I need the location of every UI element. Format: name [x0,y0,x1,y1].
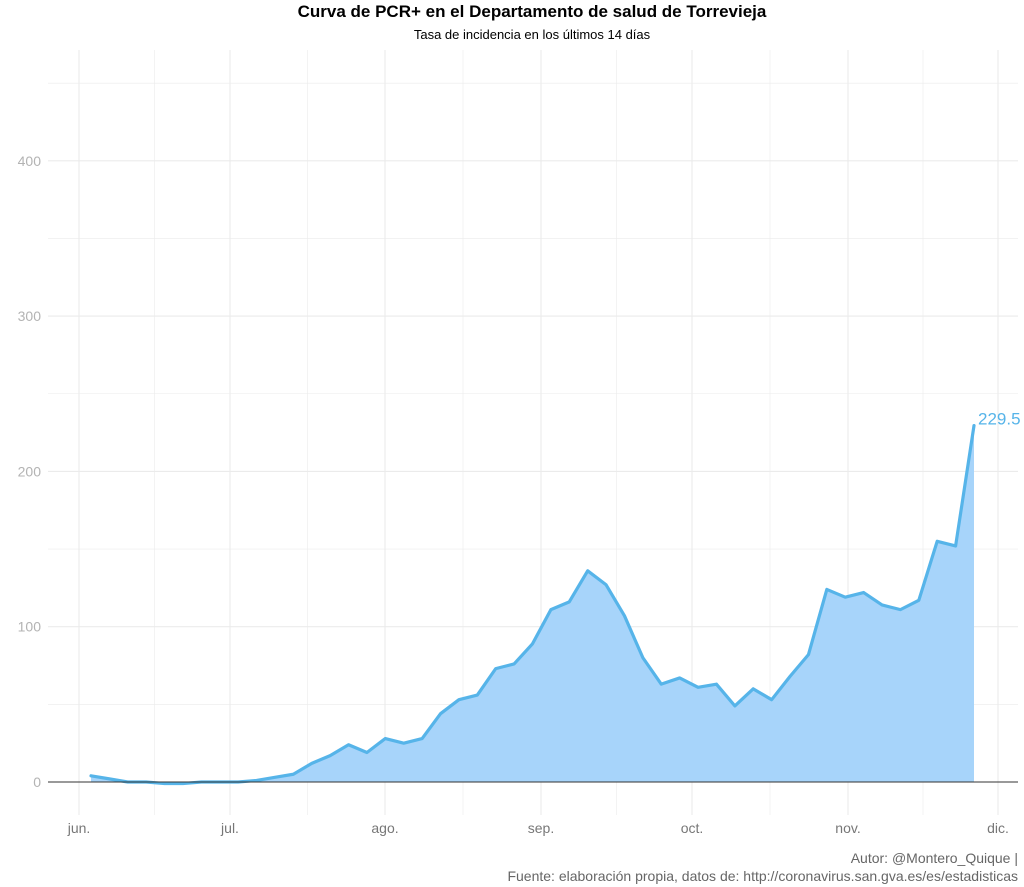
data-point [384,737,387,740]
data-point [347,743,350,746]
data-point [862,591,865,594]
labels: 0 100 200 300 400 jun. jul. ago. sep. oct. nov. dic… [18,153,1021,836]
data-point [402,742,405,745]
y-tick-label: 0 [33,774,41,790]
data-point [586,569,589,572]
chart-subtitle: Tasa de incidencia en los últimos 14 día… [413,27,651,42]
data-point [789,675,792,678]
data-point [292,773,295,776]
data-point [715,683,718,686]
data-point [660,683,663,686]
area-series [89,423,976,786]
caption-source: Fuente: elaboración propia, datos de: ht… [507,868,1018,884]
x-tick-label: nov. [835,820,860,836]
y-tick-label: 300 [18,308,42,324]
data-point [494,667,497,670]
data-point [752,687,755,690]
data-point [733,704,736,707]
caption: Autor: @Montero_Quique | Fuente: elabora… [507,849,1018,885]
x-tick-label: jun. [67,820,91,836]
x-tick-label: oct. [681,820,704,836]
x-tick-label: sep. [528,820,554,836]
data-point [770,698,773,701]
data-point [90,774,93,777]
data-point [807,653,810,656]
y-tick-label: 400 [18,153,42,169]
x-tick-label: ago. [371,820,398,836]
data-point [568,600,571,603]
data-point [917,599,920,602]
data-point [641,656,644,659]
data-point [899,608,902,611]
caption-author: Autor: @Montero_Quique | [850,850,1018,866]
data-point [678,676,681,679]
data-point [476,694,479,697]
data-point [365,751,368,754]
data-point [421,737,424,740]
data-point [108,777,111,780]
y-tick-label: 200 [18,463,42,479]
data-point [329,754,332,757]
area-chart: 0 100 200 300 400 jun. jul. ago. sep. oct. nov. dic… [18,50,1021,836]
area-fill [91,425,974,784]
x-tick-label: dic. [987,820,1009,836]
data-point [825,588,828,591]
data-point [273,776,276,779]
chart-title: Curva de PCR+ en el Departamento de salu… [297,2,767,21]
data-point [439,712,442,715]
last-value-label: 229.5 [978,410,1021,429]
data-point [310,762,313,765]
data-point [605,583,608,586]
x-tick-label: jul. [220,820,239,836]
data-point [954,544,957,547]
data-point [881,603,884,606]
data-point [697,686,700,689]
data-point [513,662,516,665]
data-point [936,540,939,543]
y-tick-label: 100 [18,619,42,635]
data-point [531,642,534,645]
data-point [973,424,976,427]
data-point [457,698,460,701]
data-point [844,596,847,599]
data-point [623,614,626,617]
data-point [549,608,552,611]
